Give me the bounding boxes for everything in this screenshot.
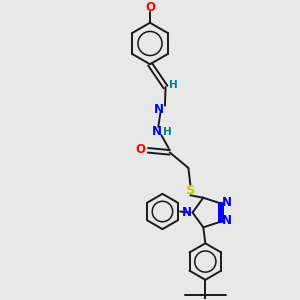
Text: N: N bbox=[152, 125, 162, 138]
Text: N: N bbox=[222, 196, 232, 209]
Text: S: S bbox=[186, 184, 196, 197]
Text: N: N bbox=[221, 214, 232, 227]
Text: N: N bbox=[154, 103, 164, 116]
Text: H: H bbox=[163, 127, 171, 136]
Text: N: N bbox=[182, 206, 192, 219]
Text: H: H bbox=[169, 80, 178, 90]
Text: O: O bbox=[136, 143, 146, 156]
Text: O: O bbox=[145, 1, 155, 14]
